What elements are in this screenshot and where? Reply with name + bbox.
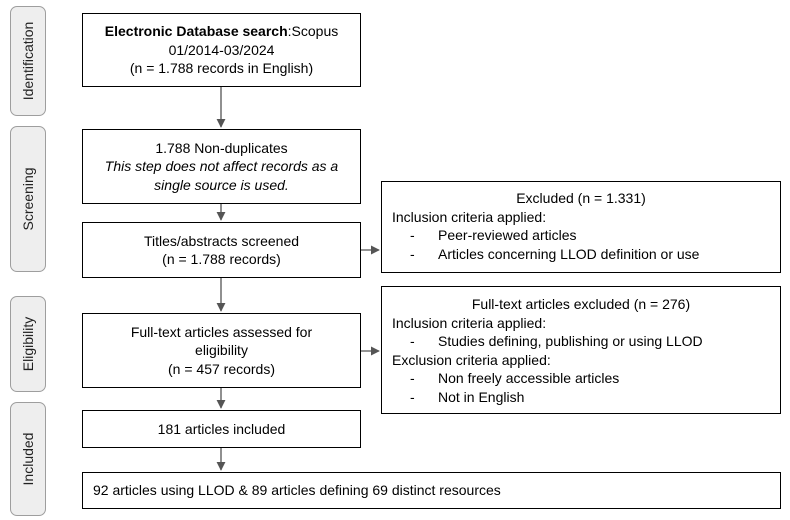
articles-included-box: 181 articles included bbox=[82, 410, 361, 448]
bullet-dash: - bbox=[410, 370, 415, 386]
titles-screened-label: Titles/abstracts screened bbox=[143, 232, 300, 249]
non-duplicates-note-2: single source is used. bbox=[154, 176, 289, 193]
fulltext-excluded-exclusion-item-text: Non freely accessible articles bbox=[438, 370, 620, 386]
database-search-title-rest: :Scopus bbox=[287, 23, 339, 40]
articles-included-count: 181 articles included bbox=[157, 420, 286, 437]
titles-screened-count: (n = 1.788 records) bbox=[162, 251, 281, 267]
fulltext-assessed-box: Full-text articles assessed for eligibil… bbox=[82, 313, 361, 388]
excluded-heading: Excluded (n = 1.331) bbox=[516, 190, 646, 206]
fulltext-excluded-inclusion-item-text: Studies defining, publishing or using LL… bbox=[438, 333, 703, 349]
phase-included: Included bbox=[10, 402, 46, 516]
bullet-dash: - bbox=[410, 333, 415, 349]
fulltext-assessed-label-2: eligibility bbox=[195, 342, 248, 359]
phase-eligibility: Eligibility bbox=[10, 296, 46, 392]
database-search-box: Electronic Database search:Scopus 01/201… bbox=[82, 13, 361, 87]
titles-screened-box: Titles/abstracts screened (n = 1.788 rec… bbox=[82, 222, 361, 278]
bullet-dash: - bbox=[410, 245, 415, 262]
fulltext-excluded-exclusion-label: Exclusion criteria applied: bbox=[392, 351, 551, 368]
database-search-dates: 01/2014-03/2024 bbox=[168, 41, 275, 58]
fulltext-excluded-heading: Full-text articles excluded (n = 276) bbox=[471, 296, 691, 312]
excluded-box: Excluded (n = 1.331) Inclusion criteria … bbox=[381, 181, 781, 273]
excluded-inclusion-item-text: Peer-reviewed articles bbox=[438, 227, 577, 243]
fulltext-excluded-inclusion-label: Inclusion criteria applied: bbox=[392, 314, 547, 331]
excluded-inclusion-item: - Articles concerning LLOD definition or … bbox=[392, 245, 770, 264]
non-duplicates-count: 1.788 Non-duplicates bbox=[155, 139, 288, 156]
final-result-box: 92 articles using LLOD & 89 articles def… bbox=[82, 472, 781, 509]
fulltext-excluded-box: Full-text articles excluded (n = 276) In… bbox=[381, 286, 781, 414]
excluded-inclusion-item: - Peer-reviewed articles bbox=[392, 226, 770, 245]
bullet-dash: - bbox=[410, 227, 415, 243]
phase-identification: Identification bbox=[10, 6, 46, 116]
fulltext-assessed-label-1: Full-text articles assessed for bbox=[130, 323, 313, 340]
bullet-dash: - bbox=[410, 388, 415, 405]
fulltext-assessed-count: (n = 457 records) bbox=[168, 360, 275, 377]
excluded-inclusion-item-text: Articles concerning LLOD definition or u… bbox=[438, 245, 700, 262]
fulltext-excluded-exclusion-item: - Non freely accessible articles bbox=[392, 369, 770, 388]
fulltext-excluded-exclusion-item-text: Not in English bbox=[438, 388, 525, 405]
database-search-title-bold: Electronic Database search bbox=[104, 23, 288, 40]
fulltext-excluded-inclusion-item: - Studies defining, publishing or using L… bbox=[392, 332, 770, 351]
database-search-count: (n = 1.788 records in English) bbox=[129, 60, 314, 77]
non-duplicates-note-1: This step does not affect records as a bbox=[104, 158, 339, 175]
database-search-title: Electronic Database search:Scopus bbox=[105, 22, 338, 41]
fulltext-excluded-exclusion-item: - Not in English bbox=[392, 388, 770, 407]
phase-screening: Screening bbox=[10, 126, 46, 272]
non-duplicates-box: 1.788 Non-duplicates This step does not … bbox=[82, 129, 361, 204]
excluded-inclusion-label: Inclusion criteria applied: bbox=[392, 208, 547, 225]
final-result-text: 92 articles using LLOD & 89 articles def… bbox=[93, 482, 501, 499]
